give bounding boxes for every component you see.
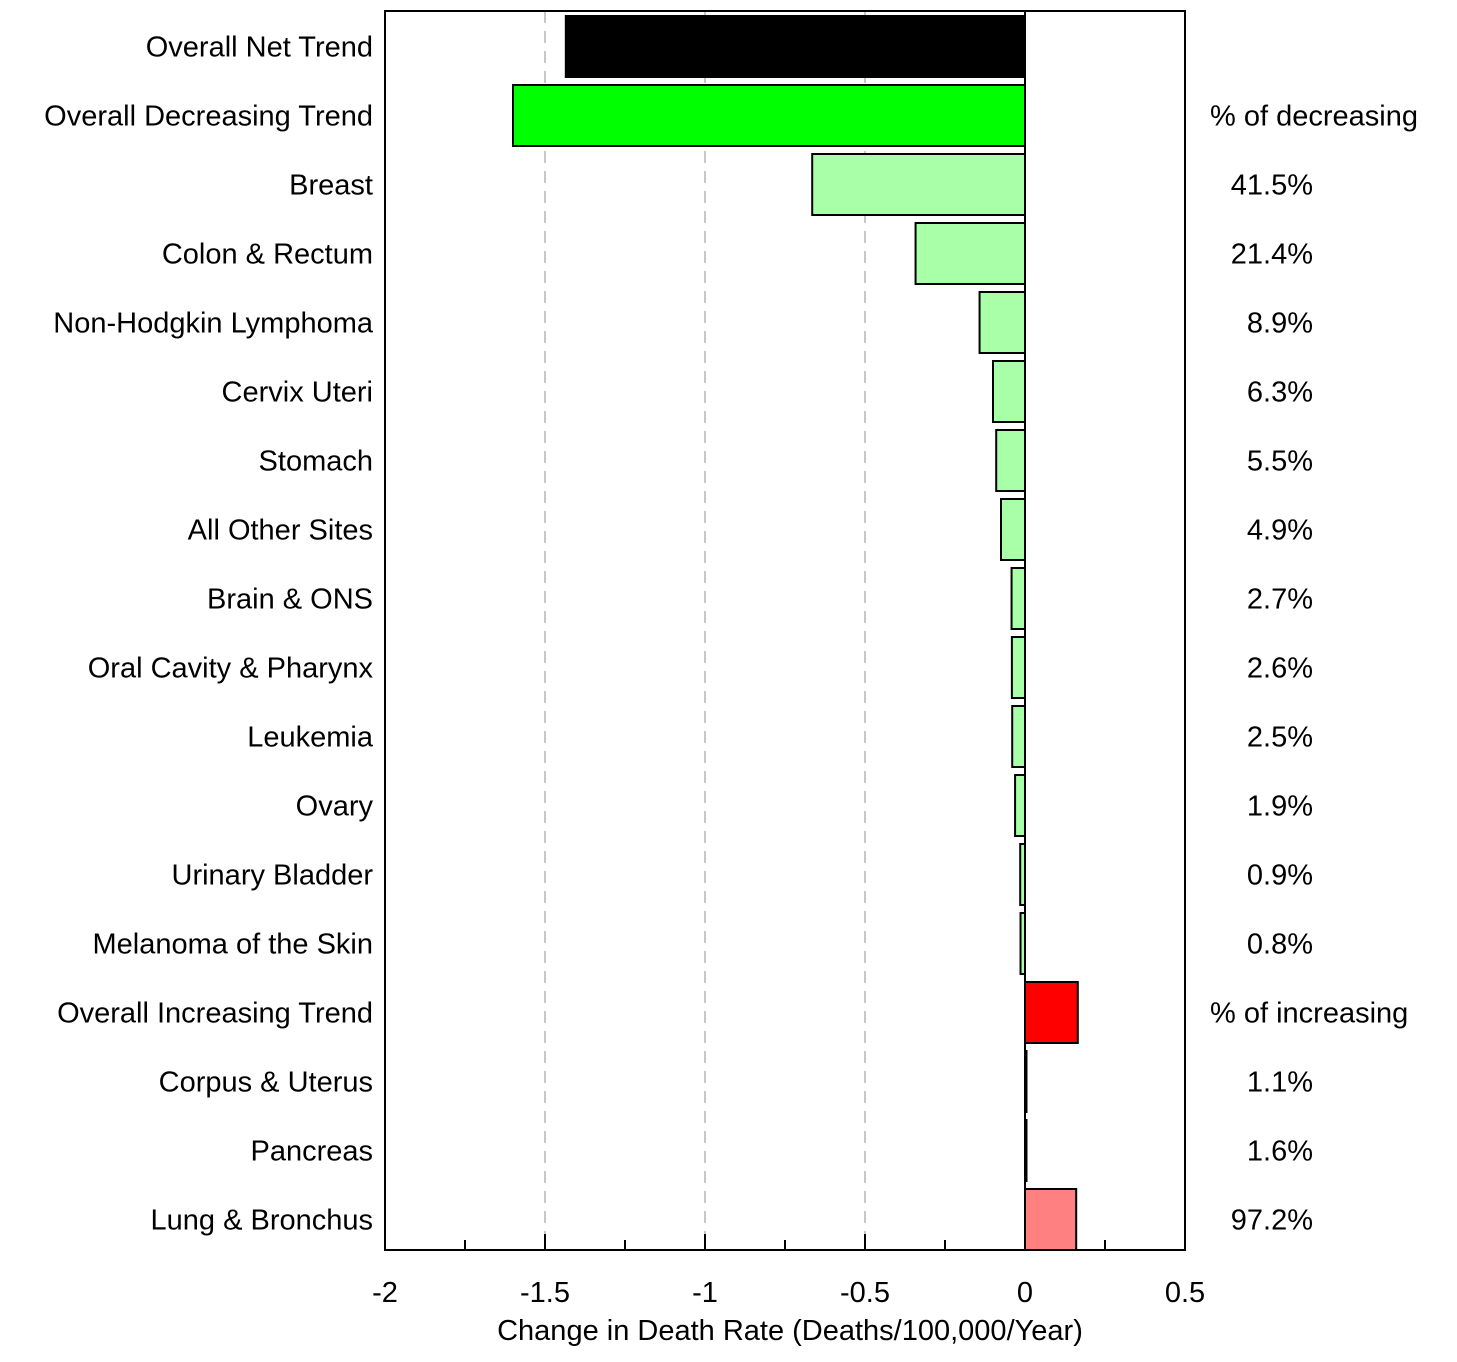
percent-label: 1.6%	[1247, 1136, 1313, 1168]
x-tick-label: -0.5	[840, 1277, 890, 1309]
category-label: Overall Increasing Trend	[57, 998, 373, 1030]
category-label: All Other Sites	[188, 515, 373, 547]
bar	[512, 84, 1026, 147]
bar	[978, 291, 1026, 354]
percent-label: 0.8%	[1247, 929, 1313, 961]
bar	[1024, 1188, 1078, 1251]
bar	[992, 360, 1026, 423]
category-label: Lung & Bronchus	[151, 1205, 373, 1237]
category-label: Oral Cavity & Pharynx	[88, 653, 374, 685]
category-label: Corpus & Uterus	[159, 1067, 373, 1099]
percent-label: 6.3%	[1247, 377, 1313, 409]
percent-label: 21.4%	[1231, 239, 1313, 271]
percent-label: 5.5%	[1247, 446, 1313, 478]
category-label: Brain & ONS	[207, 584, 373, 616]
percent-label: 2.6%	[1247, 653, 1313, 685]
bar	[914, 222, 1026, 285]
percent-labels: % of decreasing 41.5% 21.4% 8.9% 6.3% 5.5% 4.9…	[1210, 101, 1418, 1237]
bar	[1010, 567, 1026, 630]
x-tick-label: -1	[692, 1277, 718, 1309]
category-label: Leukemia	[247, 722, 374, 754]
x-tick-label: -2	[372, 1277, 398, 1309]
percent-label: 2.5%	[1247, 722, 1313, 754]
category-label: Melanoma of the Skin	[93, 929, 373, 961]
percent-label: 2.7%	[1247, 584, 1313, 616]
category-label: Overall Net Trend	[146, 32, 373, 64]
percent-label: 0.9%	[1247, 860, 1313, 892]
x-axis-label: Change in Death Rate (Deaths/100,000/Yea…	[497, 1315, 1083, 1347]
percent-label: 1.1%	[1247, 1067, 1313, 1099]
category-label: Cervix Uteri	[222, 377, 373, 409]
x-tick-label: -1.5	[520, 1277, 570, 1309]
plot-frame	[384, 10, 1186, 1251]
percent-label: % of decreasing	[1210, 101, 1418, 133]
category-label: Colon & Rectum	[162, 239, 373, 271]
bar	[995, 429, 1027, 492]
bar	[1014, 774, 1027, 837]
bar	[564, 15, 1026, 78]
bar	[1000, 498, 1026, 561]
x-axis-ticks: -2 -1.5 -1 -0.5 0 0.5	[372, 1234, 1205, 1309]
percent-label: 41.5%	[1231, 170, 1313, 202]
grid-lines	[544, 11, 866, 1250]
category-label: Pancreas	[250, 1136, 373, 1168]
percent-label: % of increasing	[1210, 998, 1408, 1030]
bar	[1011, 705, 1027, 768]
percent-label: 97.2%	[1231, 1205, 1313, 1237]
x-tick-label: 0	[1017, 1277, 1033, 1309]
bar	[1010, 636, 1027, 699]
category-label: Ovary	[296, 791, 374, 823]
bars	[512, 11, 1079, 1251]
category-label: Overall Decreasing Trend	[44, 101, 373, 133]
bar	[811, 153, 1027, 216]
category-label: Non-Hodgkin Lymphoma	[53, 308, 374, 340]
category-label: Breast	[289, 170, 373, 202]
category-label: Stomach	[259, 446, 373, 478]
x-tick-label: 0.5	[1165, 1277, 1205, 1309]
percent-label: 8.9%	[1247, 308, 1313, 340]
percent-label: 1.9%	[1247, 791, 1313, 823]
percent-label: 4.9%	[1247, 515, 1313, 547]
bar	[1024, 981, 1079, 1044]
category-label: Urinary Bladder	[172, 860, 374, 892]
category-labels: Overall Net Trend Overall Decreasing Tren…	[44, 32, 374, 1237]
